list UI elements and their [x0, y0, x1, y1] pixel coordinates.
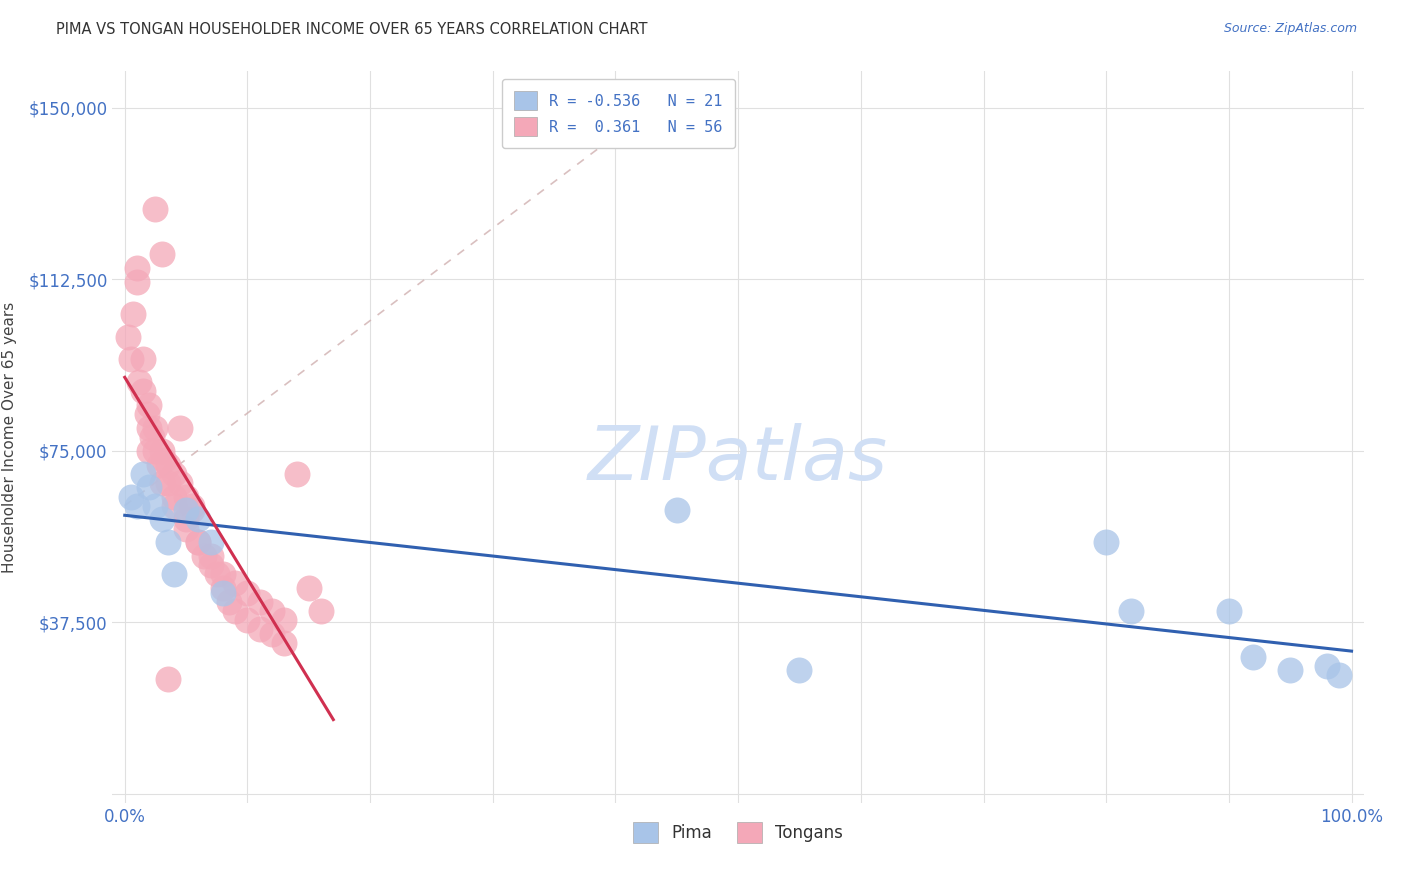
Point: [260, 604, 283, 618]
Point: [156, 475, 179, 490]
Point: [125, 275, 148, 289]
Point: [249, 594, 271, 608]
Point: [150, 247, 173, 261]
Point: [236, 613, 259, 627]
Point: [187, 512, 209, 526]
Point: [218, 594, 240, 608]
Point: [132, 352, 155, 367]
Point: [150, 475, 173, 490]
Text: PIMA VS TONGAN HOUSEHOLDER INCOME OVER 65 YEARS CORRELATION CHART: PIMA VS TONGAN HOUSEHOLDER INCOME OVER 6…: [56, 22, 648, 37]
Point: [200, 558, 222, 573]
Point: [153, 453, 176, 467]
Point: [174, 521, 197, 535]
Point: [138, 398, 160, 412]
Point: [163, 567, 186, 582]
Point: [174, 512, 197, 526]
Text: ZIPatlas: ZIPatlas: [588, 423, 889, 495]
Point: [138, 480, 160, 494]
Point: [169, 421, 191, 435]
Point: [205, 567, 228, 582]
Y-axis label: Householder Income Over 65 years: Householder Income Over 65 years: [3, 301, 17, 573]
Point: [298, 581, 321, 595]
Point: [273, 613, 295, 627]
Point: [163, 499, 186, 513]
Point: [150, 443, 173, 458]
Point: [212, 567, 235, 582]
Point: [132, 467, 155, 481]
Point: [285, 467, 308, 481]
Point: [212, 585, 235, 599]
Point: [174, 490, 197, 504]
Point: [135, 407, 157, 421]
Point: [120, 490, 142, 504]
Point: [193, 549, 215, 563]
Point: [120, 352, 142, 367]
Point: [145, 443, 167, 458]
Point: [117, 329, 139, 343]
Point: [148, 458, 170, 472]
Point: [260, 626, 283, 640]
Point: [128, 375, 150, 389]
Point: [150, 512, 173, 526]
Point: [156, 673, 179, 687]
Point: [145, 421, 167, 435]
Point: [249, 622, 271, 636]
Point: [169, 475, 191, 490]
Point: [789, 663, 811, 677]
Point: [132, 384, 155, 399]
Point: [1095, 535, 1118, 549]
Point: [163, 467, 186, 481]
Point: [138, 421, 160, 435]
Point: [236, 585, 259, 599]
Point: [187, 535, 209, 549]
Point: [156, 535, 179, 549]
Point: [665, 503, 688, 517]
Point: [145, 499, 167, 513]
Point: [1316, 658, 1339, 673]
Point: [273, 636, 295, 650]
Point: [156, 458, 179, 472]
Point: [174, 503, 197, 517]
Point: [212, 581, 235, 595]
Point: [122, 307, 145, 321]
Point: [181, 499, 204, 513]
Point: [138, 443, 160, 458]
Text: Source: ZipAtlas.com: Source: ZipAtlas.com: [1223, 22, 1357, 36]
Point: [125, 499, 148, 513]
Point: [145, 202, 167, 216]
Point: [200, 535, 222, 549]
Point: [141, 430, 163, 444]
Point: [309, 604, 332, 618]
Point: [224, 576, 246, 591]
Point: [125, 260, 148, 275]
Point: [1119, 604, 1142, 618]
Point: [224, 604, 246, 618]
Point: [1218, 604, 1240, 618]
Legend: Pima, Tongans: Pima, Tongans: [626, 815, 851, 849]
Point: [1329, 667, 1351, 681]
Point: [1279, 663, 1302, 677]
Point: [200, 549, 222, 563]
Point: [181, 503, 204, 517]
Point: [187, 535, 209, 549]
Point: [163, 490, 186, 504]
Point: [1241, 649, 1264, 664]
